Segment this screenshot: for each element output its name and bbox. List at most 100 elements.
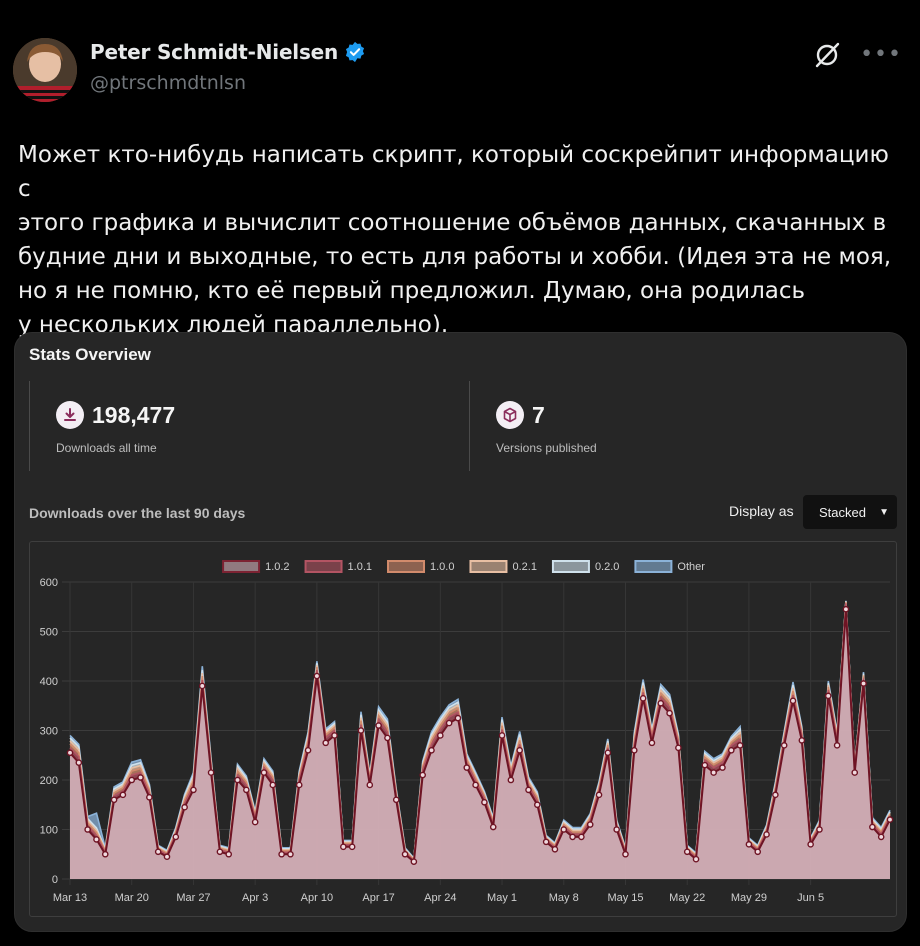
more-options-icon[interactable]: ••• <box>860 42 902 67</box>
legend-label-1.0.0: 1.0.0 <box>430 561 454 573</box>
y-tick-label: 500 <box>40 627 58 639</box>
tweet-text: Может кто-нибудь написать скрипт, которы… <box>18 142 892 338</box>
series-line-1.0.2 <box>69 609 891 864</box>
display-mode-select[interactable]: Stacked ▼ <box>803 495 897 529</box>
x-tick-label: Mar 20 <box>115 892 149 904</box>
data-point <box>657 699 665 707</box>
data-point <box>886 816 894 823</box>
downloads-chart: 0 100 200 300 400 500 600 Mar 13 Mar 20 Mar 27 Apr… <box>29 541 897 917</box>
data-point <box>110 796 118 804</box>
data-point <box>631 746 638 754</box>
data-point <box>754 848 762 856</box>
data-point <box>745 841 753 848</box>
data-point <box>410 858 418 865</box>
data-point <box>869 823 876 831</box>
data-point <box>542 838 550 846</box>
downloads-value: 198,477 <box>92 401 176 428</box>
data-point <box>578 833 585 841</box>
y-tick-label: 100 <box>40 825 58 837</box>
data-point <box>719 764 726 771</box>
data-point <box>648 739 656 747</box>
data-point <box>516 746 523 754</box>
data-point <box>437 732 444 739</box>
data-point <box>216 848 224 856</box>
data-point <box>463 764 471 771</box>
data-point <box>357 727 365 734</box>
data-point <box>251 818 259 826</box>
downloads-stat: 198,477 Downloads all time <box>29 381 469 471</box>
package-icon <box>496 401 524 429</box>
data-point <box>824 692 832 700</box>
data-point <box>701 761 709 769</box>
data-point <box>710 769 717 776</box>
legend-label-0.2.1: 0.2.1 <box>512 561 536 573</box>
data-point <box>639 695 647 702</box>
x-tick-label: May 8 <box>549 892 579 904</box>
data-point <box>780 742 788 749</box>
versions-label: Versions published <box>496 441 597 455</box>
data-point <box>269 781 277 789</box>
data-point <box>727 746 735 754</box>
data-point <box>525 786 532 794</box>
y-tick-label: 200 <box>40 775 58 787</box>
stats-title: Stats Overview <box>29 345 151 364</box>
data-point <box>454 714 462 722</box>
data-point <box>384 734 391 742</box>
data-point <box>666 709 673 717</box>
data-point <box>534 801 541 809</box>
data-point <box>816 826 823 833</box>
legend-swatch-1.0.1 <box>304 560 343 573</box>
data-point <box>304 746 312 754</box>
author-handle[interactable]: @ptrschmdtnlsn <box>90 72 246 94</box>
x-tick-label: Jun 5 <box>797 892 824 904</box>
download-icon <box>56 401 84 429</box>
y-tick-label: 400 <box>40 676 58 688</box>
data-point <box>295 781 303 789</box>
versions-stat: 7 Versions published <box>469 381 906 471</box>
data-point <box>75 759 83 766</box>
x-tick-label: Mar 27 <box>176 892 210 904</box>
data-point <box>401 850 409 858</box>
data-point <box>331 732 338 739</box>
data-point <box>348 843 356 851</box>
legend-swatch-Other <box>634 560 673 573</box>
data-point <box>234 776 241 784</box>
data-point <box>313 672 321 680</box>
display-as-label: Display as <box>729 503 794 519</box>
grok-icon[interactable] <box>812 40 842 70</box>
data-point <box>622 850 629 858</box>
data-point <box>675 744 682 752</box>
data-point <box>392 796 400 804</box>
display-mode-value: Stacked <box>819 504 866 520</box>
versions-value: 7 <box>532 401 545 428</box>
data-point <box>445 719 453 727</box>
stats-card-image: Stats Overview 198,477 Downloads all tim… <box>14 332 907 932</box>
downloads-chart-svg: 0 100 200 300 400 500 600 Mar 13 Mar 20 Mar 27 Apr… <box>40 560 894 904</box>
data-point <box>560 826 568 833</box>
author-name[interactable]: Peter Schmidt-Nielsen <box>90 40 339 64</box>
data-point <box>181 803 188 811</box>
data-point <box>93 836 100 843</box>
legend-label-1.0.1: 1.0.1 <box>348 561 372 573</box>
data-point <box>207 769 215 776</box>
data-point <box>692 855 700 863</box>
data-point <box>472 781 479 789</box>
x-tick-label: May 15 <box>607 892 643 904</box>
data-point <box>243 786 250 794</box>
data-point <box>340 843 347 851</box>
chart-heading: Downloads over the last 90 days <box>29 505 246 521</box>
data-point <box>128 776 136 784</box>
data-point <box>428 746 435 754</box>
avatar[interactable] <box>13 38 77 102</box>
data-point <box>586 821 594 828</box>
data-point <box>551 845 559 853</box>
legend-label-0.2.0: 0.2.0 <box>595 561 619 573</box>
data-point <box>489 823 497 831</box>
data-point <box>137 774 144 781</box>
data-point <box>613 826 620 833</box>
legend-swatch-0.2.1 <box>469 560 508 573</box>
data-point <box>798 737 806 744</box>
legend-swatch-1.0.0 <box>387 560 426 573</box>
data-point <box>736 742 744 749</box>
x-tick-label: Apr 24 <box>424 892 456 904</box>
